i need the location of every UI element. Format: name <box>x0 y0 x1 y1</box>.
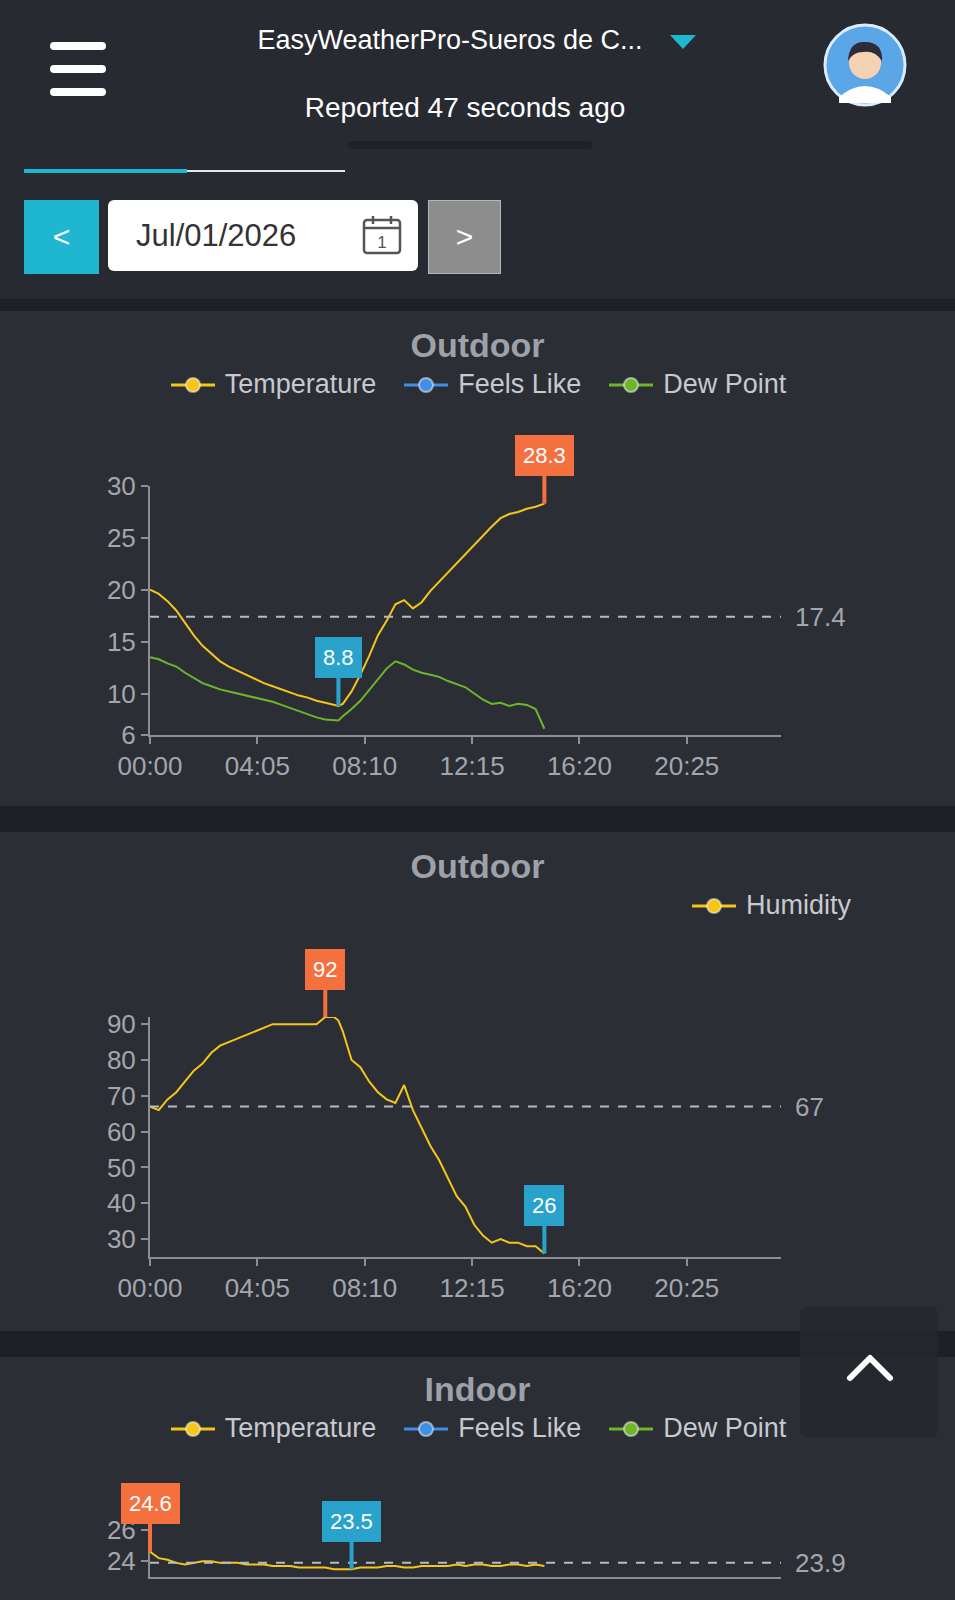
html-text:Temperature: Temperature <box>224 1413 377 1443</box>
svg-text:08:10: 08:10 <box>332 1273 397 1303</box>
svg-text:1: 1 <box>377 233 386 252</box>
svg-text:90: 90 <box>107 1009 136 1039</box>
svg-text:40: 40 <box>107 1188 136 1218</box>
svg-text:24: 24 <box>107 1546 136 1576</box>
svg-text:00:00: 00:00 <box>117 1273 182 1303</box>
svg-text:10: 10 <box>107 679 136 709</box>
svg-text:15: 15 <box>107 627 136 657</box>
html-text:Humidity: Humidity <box>746 890 851 920</box>
html-text:Reported 47 seconds ago: Reported 47 seconds ago <box>304 92 626 123</box>
html-text:Outdoor: Outdoor <box>410 326 545 364</box>
svg-text:60: 60 <box>107 1117 136 1147</box>
svg-text:25: 25 <box>107 523 136 553</box>
html-text:Temperature: Temperature <box>224 369 377 399</box>
svg-text:50: 50 <box>107 1153 136 1183</box>
svg-text:08:10: 08:10 <box>332 751 397 781</box>
svg-text:24.6: 24.6 <box>129 1491 172 1516</box>
svg-text:26: 26 <box>532 1193 556 1218</box>
svg-text:92: 92 <box>313 957 337 982</box>
html-text:Jul/01/2026: Jul/01/2026 <box>136 218 297 253</box>
svg-text:04:05: 04:05 <box>225 751 290 781</box>
svg-text:20:25: 20:25 <box>654 1273 719 1303</box>
svg-text:26: 26 <box>107 1515 136 1545</box>
svg-text:20: 20 <box>107 575 136 605</box>
svg-text:23.9: 23.9 <box>795 1548 846 1578</box>
svg-text:70: 70 <box>107 1081 136 1111</box>
svg-text:12:15: 12:15 <box>440 1273 505 1303</box>
svg-text:30: 30 <box>107 471 136 501</box>
svg-text:16:20: 16:20 <box>547 751 612 781</box>
svg-text:6: 6 <box>121 720 135 750</box>
svg-text:04:05: 04:05 <box>225 1273 290 1303</box>
svg-text:8.8: 8.8 <box>323 645 354 670</box>
svg-text:28.3: 28.3 <box>523 443 566 468</box>
svg-text:16:20: 16:20 <box>547 1273 612 1303</box>
svg-text:17.4: 17.4 <box>795 602 846 632</box>
html-text:Outdoor: Outdoor <box>410 847 545 885</box>
svg-text:30: 30 <box>107 1224 136 1254</box>
svg-text:20:25: 20:25 <box>654 751 719 781</box>
html-text:Dew Point: Dew Point <box>663 369 787 399</box>
svg-text:23.5: 23.5 <box>330 1509 373 1534</box>
svg-text:67: 67 <box>795 1092 824 1122</box>
html-text:Indoor: Indoor <box>424 1370 531 1408</box>
html-text:Dew Point: Dew Point <box>663 1413 787 1443</box>
svg-text:12:15: 12:15 <box>440 751 505 781</box>
html-text:Feels Like: Feels Like <box>458 369 582 399</box>
html-text:EasyWeatherPro-Sueros de C...: EasyWeatherPro-Sueros de C... <box>257 25 643 55</box>
svg-text:80: 80 <box>107 1045 136 1075</box>
html-text:Feels Like: Feels Like <box>458 1413 582 1443</box>
svg-text:00:00: 00:00 <box>117 751 182 781</box>
